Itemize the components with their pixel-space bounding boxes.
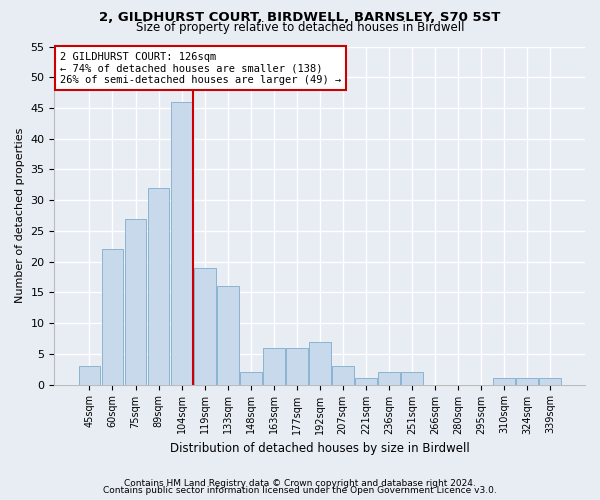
X-axis label: Distribution of detached houses by size in Birdwell: Distribution of detached houses by size …	[170, 442, 470, 455]
Bar	[239, 372, 262, 384]
Text: Contains public sector information licensed under the Open Government Licence v3: Contains public sector information licen…	[103, 486, 497, 495]
Bar	[539, 378, 561, 384]
Bar	[286, 348, 308, 385]
Bar	[217, 286, 239, 384]
Bar	[516, 378, 538, 384]
Bar	[79, 366, 100, 384]
Text: 2, GILDHURST COURT, BIRDWELL, BARNSLEY, S70 5ST: 2, GILDHURST COURT, BIRDWELL, BARNSLEY, …	[100, 11, 500, 24]
Bar	[378, 372, 400, 384]
Bar	[401, 372, 423, 384]
Bar	[263, 348, 284, 385]
Text: Size of property relative to detached houses in Birdwell: Size of property relative to detached ho…	[136, 21, 464, 34]
Bar	[101, 250, 124, 384]
Bar	[493, 378, 515, 384]
Bar	[309, 342, 331, 384]
Text: 2 GILDHURST COURT: 126sqm
← 74% of detached houses are smaller (138)
26% of semi: 2 GILDHURST COURT: 126sqm ← 74% of detac…	[60, 52, 341, 85]
Y-axis label: Number of detached properties: Number of detached properties	[15, 128, 25, 303]
Bar	[148, 188, 169, 384]
Bar	[125, 218, 146, 384]
Text: Contains HM Land Registry data © Crown copyright and database right 2024.: Contains HM Land Registry data © Crown c…	[124, 478, 476, 488]
Bar	[332, 366, 353, 384]
Bar	[355, 378, 377, 384]
Bar	[194, 268, 215, 384]
Bar	[170, 102, 193, 385]
